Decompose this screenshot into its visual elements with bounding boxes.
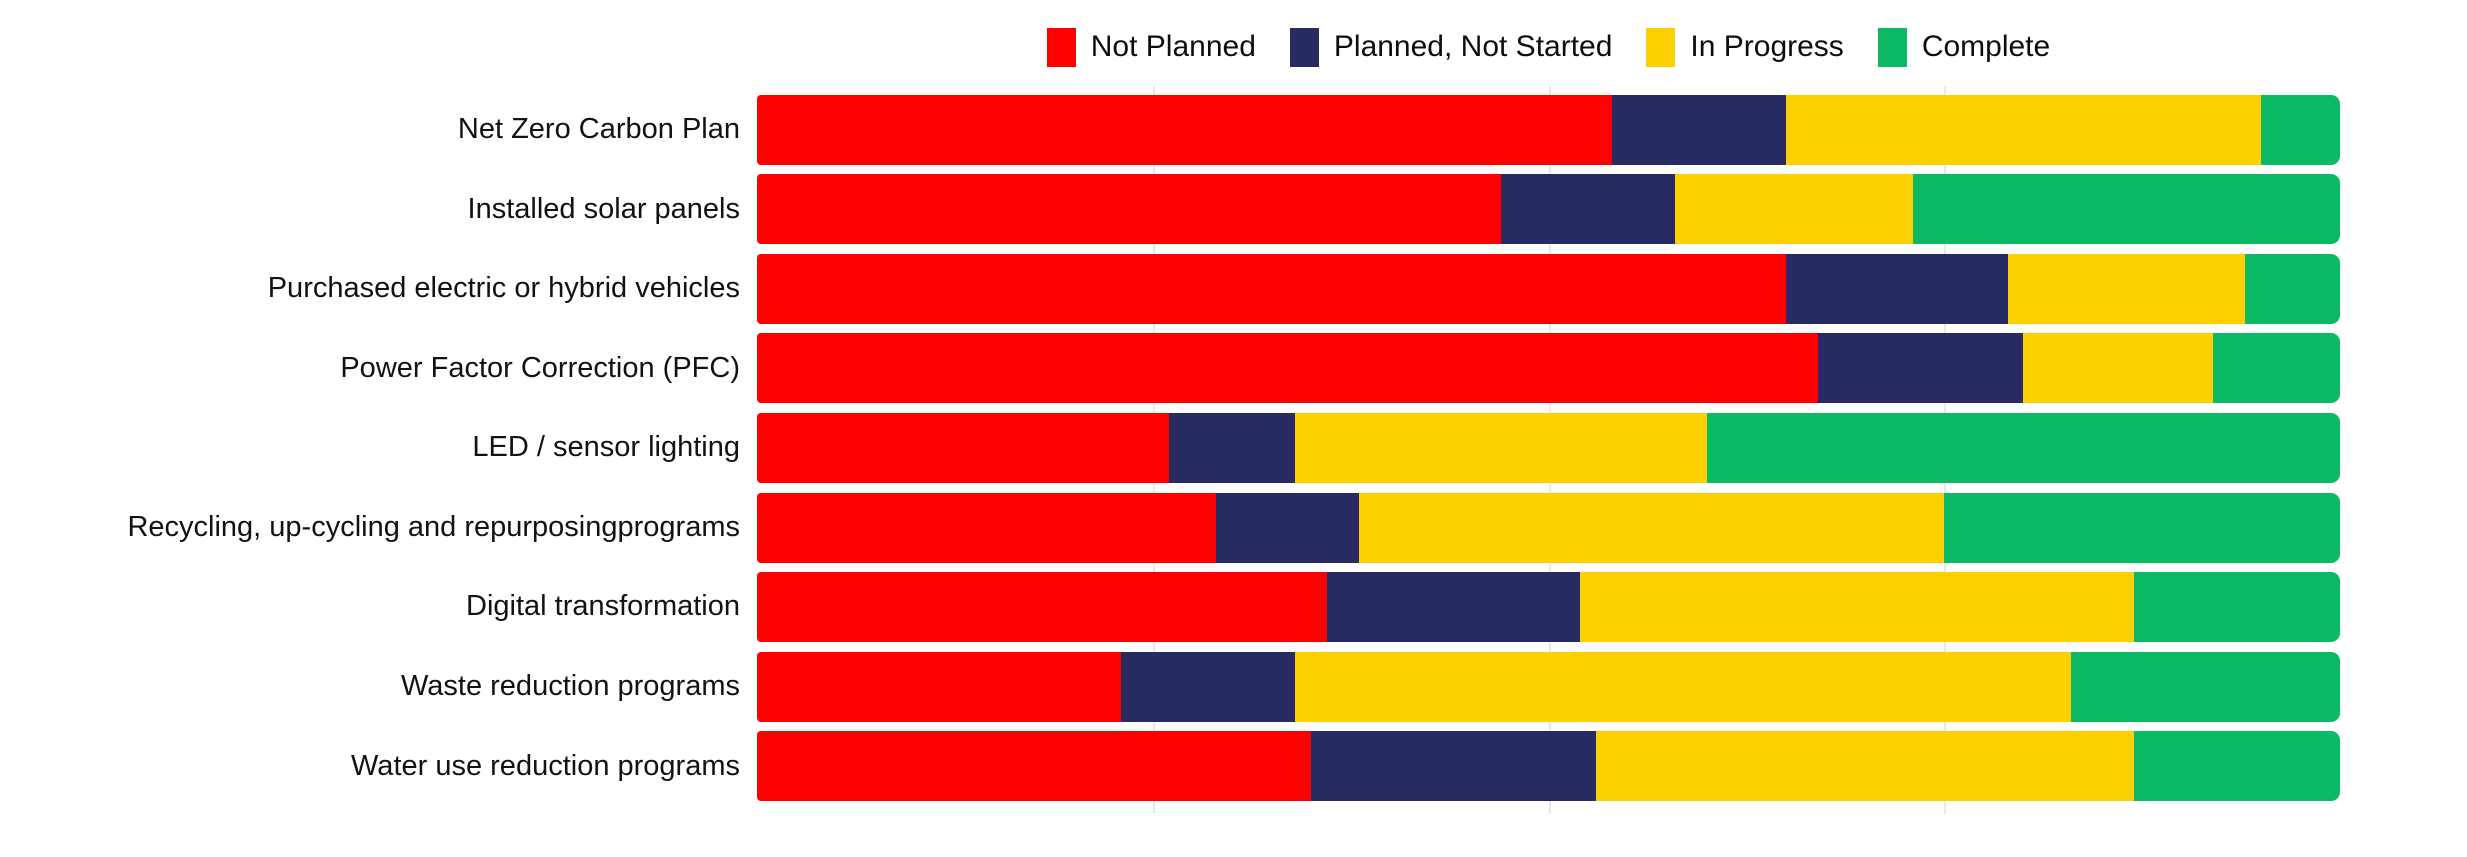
legend-item-in-progress: In Progress — [1646, 27, 1844, 67]
legend-swatch-complete-icon — [1877, 27, 1907, 67]
bar-row-power-factor-correction-pfc: Power Factor Correction (PFC) — [0, 329, 2340, 409]
bar-segment-not-planned — [757, 94, 1612, 165]
category-label: Waste reduction programs — [400, 670, 740, 703]
bar-segment-complete — [2070, 651, 2340, 722]
category-label: Power Factor Correction (PFC) — [340, 351, 740, 384]
legend-swatch-planned-not-started-icon — [1289, 27, 1319, 67]
bar-segment-in-progress — [1580, 572, 2135, 643]
bar-segment-complete — [1706, 413, 2340, 484]
legend-label: Not Planned — [1090, 30, 1256, 63]
bar-segment-not-planned — [757, 492, 1217, 563]
category-label: LED / sensor lighting — [472, 431, 740, 464]
legend-item-complete: Complete — [1877, 27, 2051, 67]
bar-segment-not-planned — [757, 731, 1312, 802]
bar-segment-in-progress — [1295, 651, 2071, 722]
legend-swatch-not-planned-icon — [1046, 27, 1076, 67]
bar-row-digital-transformation: Digital transformation — [0, 567, 2340, 647]
bar-segment-not-planned — [757, 174, 1501, 245]
category-label: Net Zero Carbon Plan — [457, 113, 740, 146]
legend-label: Complete — [1921, 30, 2051, 63]
bar-segment-planned-not-started — [1216, 492, 1359, 563]
bar-segment-in-progress — [1295, 413, 1707, 484]
bar-segment-planned-not-started — [1817, 333, 2024, 404]
bar-segment-in-progress — [1675, 174, 1913, 245]
bar-track — [757, 253, 2340, 324]
bar-segment-planned-not-started — [1785, 253, 2008, 324]
legend-swatch-in-progress-icon — [1646, 27, 1676, 67]
legend-item-not-planned: Not Planned — [1046, 27, 1256, 67]
category-label: Purchased electric or hybrid vehicles — [267, 272, 740, 305]
bar-track — [757, 731, 2340, 802]
bar-segment-in-progress — [1595, 731, 2135, 802]
bar-track — [757, 492, 2340, 563]
bar-segment-complete — [2244, 253, 2340, 324]
legend: Not Planned Planned, Not Started In Progre… — [757, 22, 2340, 72]
bar-segment-complete — [2260, 94, 2340, 165]
bar-segment-not-planned — [757, 333, 1818, 404]
bar-segment-in-progress — [1785, 94, 2261, 165]
bar-row-net-zero-carbon-plan: Net Zero Carbon Plan — [0, 90, 2340, 170]
bar-segment-not-planned — [757, 253, 1786, 324]
bar-track — [757, 333, 2340, 404]
bar-row-purchased-electric-or-hybrid-vehicles: Purchased electric or hybrid vehicles — [0, 249, 2340, 329]
bar-segment-planned-not-started — [1501, 174, 1676, 245]
bar-segment-complete — [2134, 731, 2340, 802]
category-label: Installed solar panels — [467, 192, 740, 225]
bar-segment-in-progress — [2023, 333, 2214, 404]
bar-track — [757, 94, 2340, 165]
bar-row-led-sensor-lighting: LED / sensor lighting — [0, 408, 2340, 488]
bar-segment-planned-not-started — [1121, 651, 1296, 722]
bar-segment-planned-not-started — [1168, 413, 1296, 484]
bar-segment-in-progress — [1358, 492, 1945, 563]
bar-segment-planned-not-started — [1326, 572, 1581, 643]
bar-track — [757, 651, 2340, 722]
bar-row-recycling-up-cycling-and-repurposingprograms: Recycling, up-cycling and repurposingpro… — [0, 488, 2340, 568]
bar-segment-not-planned — [757, 572, 1327, 643]
bar-track — [757, 572, 2340, 643]
category-label: Water use reduction programs — [351, 749, 740, 782]
bar-segment-not-planned — [757, 651, 1122, 722]
category-label: Recycling, up-cycling and repurposingpro… — [127, 510, 740, 543]
bar-segment-complete — [2213, 333, 2340, 404]
bar-track — [757, 174, 2340, 245]
bar-segment-planned-not-started — [1311, 731, 1596, 802]
stacked-bar-chart: Net Zero Carbon Plan Installed solar pane… — [0, 90, 2340, 806]
legend-label: In Progress — [1690, 30, 1844, 63]
legend-label: Planned, Not Started — [1333, 30, 1613, 63]
bar-row-water-use-reduction-programs: Water use reduction programs — [0, 727, 2340, 807]
bar-segment-not-planned — [757, 413, 1169, 484]
bar-segment-complete — [1944, 492, 2340, 563]
bar-segment-complete — [1912, 174, 2340, 245]
bar-segment-planned-not-started — [1611, 94, 1786, 165]
bar-row-waste-reduction-programs: Waste reduction programs — [0, 647, 2340, 727]
category-label: Digital transformation — [466, 590, 740, 623]
bar-segment-in-progress — [2007, 253, 2245, 324]
legend-item-planned-not-started: Planned, Not Started — [1289, 27, 1613, 67]
bar-segment-complete — [2134, 572, 2340, 643]
bar-row-installed-solar-panels: Installed solar panels — [0, 170, 2340, 250]
bar-track — [757, 413, 2340, 484]
